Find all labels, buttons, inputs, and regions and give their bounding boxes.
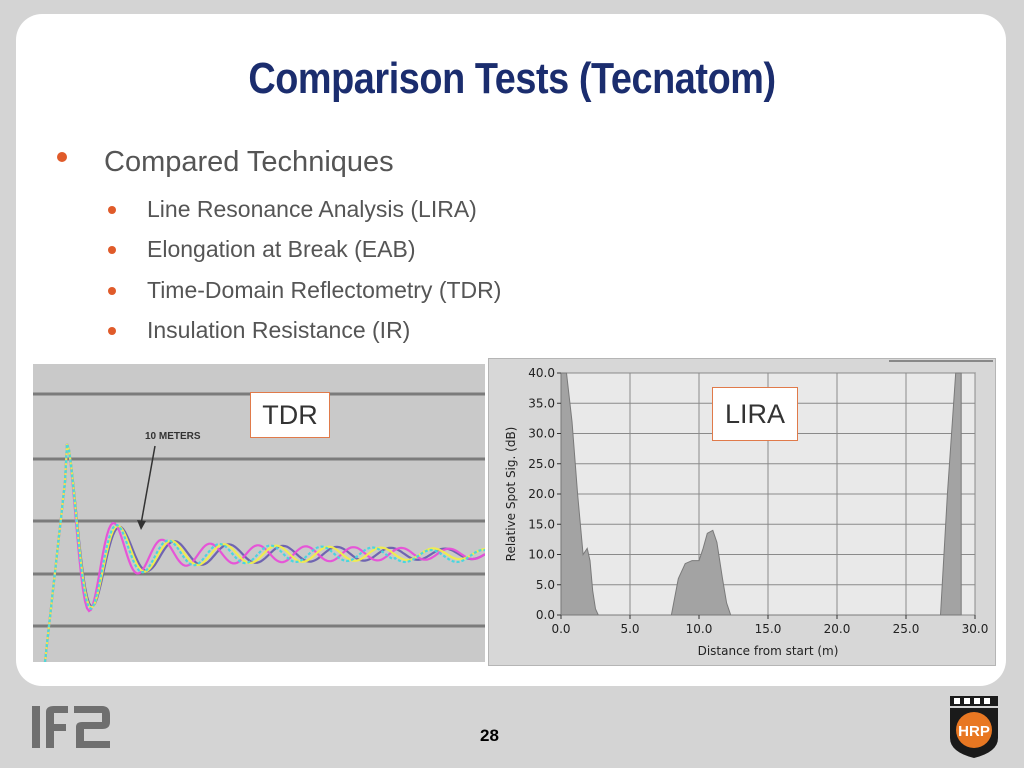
y-tick-label: 40.0	[528, 366, 555, 380]
arrow-head-icon	[137, 520, 146, 530]
y-axis-label: Relative Spot Sig. (dB)	[504, 427, 518, 562]
y-tick-label: 35.0	[528, 396, 555, 410]
y-tick-label: 5.0	[536, 578, 555, 592]
hrp-logo: HRP	[942, 694, 1006, 765]
bullet-dot	[108, 287, 116, 295]
bullet-dot	[108, 327, 116, 335]
tdr-trace-cyan	[43, 443, 486, 663]
tdr-annotation: 10 METERS	[145, 431, 201, 442]
page-number: 28	[480, 726, 499, 745]
slide-title: Comparison Tests (Tecnatom)	[248, 54, 776, 103]
bullet-dot	[108, 246, 116, 254]
tdr-trace-yellow	[43, 443, 486, 663]
tdr-waveform-plot: 10 METERS	[33, 392, 486, 663]
lira-chart-panel: 40.0 35.0 30.0 25.0 20.0 15.0 10.0 5.0 0.0 0.0 5.…	[488, 358, 996, 666]
x-axis-label: Distance from start (m)	[698, 644, 839, 658]
x-tick-label: 10.0	[686, 622, 713, 636]
hrp-logo-text: HRP	[958, 723, 990, 740]
tdr-label: TDR	[250, 392, 330, 438]
y-tick-label: 15.0	[528, 517, 555, 531]
bullet-dot	[108, 206, 116, 214]
bullet-eab: Elongation at Break (EAB)	[147, 236, 416, 262]
y-tick-label: 30.0	[528, 427, 555, 441]
x-tick-label: 25.0	[893, 622, 920, 636]
x-tick-label: 0.0	[551, 622, 570, 636]
bullet-dot	[57, 152, 67, 162]
x-tick-label: 30.0	[962, 622, 989, 636]
bullet-ir: Insulation Resistance (IR)	[147, 317, 411, 343]
x-tick-label: 20.0	[824, 622, 851, 636]
tdr-annotation-arrow	[140, 445, 156, 525]
bullet-lira: Line Resonance Analysis (LIRA)	[147, 196, 477, 222]
bullet-tdr: Time-Domain Reflectometry (TDR)	[147, 277, 502, 303]
tdr-waveform-image: 10 METERS TDR	[33, 364, 486, 663]
y-tick-label: 10.0	[528, 548, 555, 562]
y-tick-label: 25.0	[528, 457, 555, 471]
y-tick-label: 20.0	[528, 487, 555, 501]
bullet-level1: Compared Techniques	[104, 146, 394, 178]
lira-label: LIRA	[712, 387, 798, 441]
x-tick-label: 5.0	[620, 622, 639, 636]
ife-logo	[30, 702, 116, 757]
lira-signal-area	[560, 372, 962, 616]
y-tick-label: 0.0	[536, 608, 555, 622]
x-tick-label: 15.0	[755, 622, 782, 636]
